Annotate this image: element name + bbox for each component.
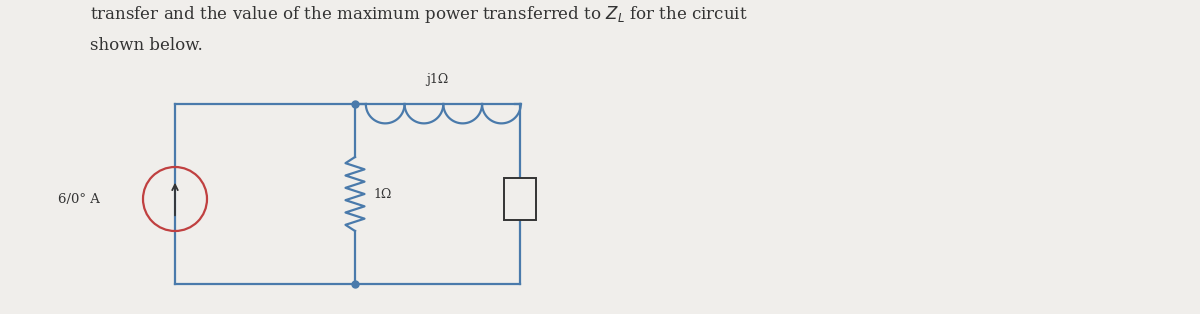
Text: $Z_L$: $Z_L$ <box>512 192 528 207</box>
Text: transfer and the value of the maximum power transferred to $Z_L$ for the circuit: transfer and the value of the maximum po… <box>90 4 748 25</box>
Text: 1Ω: 1Ω <box>373 187 391 201</box>
Text: shown below.: shown below. <box>90 37 203 54</box>
FancyBboxPatch shape <box>504 178 536 220</box>
Text: 6/0° A: 6/0° A <box>58 192 100 205</box>
Text: j1Ω: j1Ω <box>426 73 449 86</box>
